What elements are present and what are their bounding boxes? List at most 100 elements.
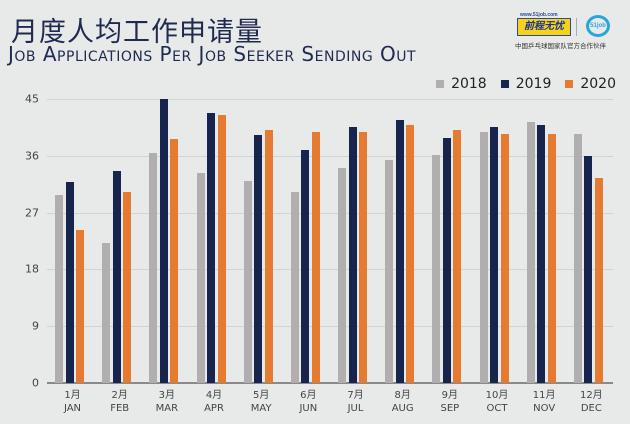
month-cn: 9月 <box>441 390 459 401</box>
bar-2019 <box>395 119 404 383</box>
bar-2020 <box>453 129 462 383</box>
bar-group <box>432 99 466 383</box>
month-cn: 12月 <box>579 390 603 401</box>
bar-group <box>149 99 183 383</box>
bar-2018 <box>573 134 582 383</box>
x-tick-label: 6月 JUN <box>285 389 332 415</box>
month-en: AUG <box>391 403 414 414</box>
legend-item-2019: 2019 <box>500 76 552 92</box>
gridline <box>47 99 613 100</box>
bar-2018 <box>149 152 158 383</box>
legend-label: 2019 <box>515 76 552 92</box>
y-tick-label: 45 <box>25 92 39 106</box>
month-en: FEB <box>110 403 130 414</box>
x-tick-label: 5月 MAY <box>238 389 285 415</box>
bar-2020 <box>500 134 509 383</box>
legend-item-2020: 2020 <box>565 76 616 92</box>
bar-group <box>55 99 89 383</box>
bar-2018 <box>385 160 394 383</box>
bar-2019 <box>490 127 498 383</box>
month-cn: 10月 <box>485 390 509 401</box>
month-cn: 5月 <box>252 390 270 401</box>
month-cn: 1月 <box>64 390 81 401</box>
x-tick-label: 1月 JAN <box>49 389 96 415</box>
bar-2020 <box>547 134 556 383</box>
bar-2018 <box>290 191 299 383</box>
bar-group <box>243 99 278 383</box>
chart-title-chinese: 月度人均工作申请量 <box>11 17 263 48</box>
bar-2018 <box>243 181 252 383</box>
bar-2020 <box>123 192 132 383</box>
chart-title-english: Job Applications Per Job Seeker Sending … <box>8 42 417 66</box>
legend-swatch-2020 <box>565 80 574 88</box>
bar-2020 <box>170 139 179 383</box>
month-en: MAY <box>250 403 272 414</box>
bar-2018 <box>55 194 63 383</box>
bar-group <box>102 99 136 383</box>
gridline <box>47 269 613 271</box>
bar-2019 <box>442 137 451 383</box>
bar-2020 <box>76 229 84 383</box>
bar-2020 <box>406 124 415 383</box>
bar-2019 <box>159 99 168 383</box>
y-tick-label: 18 <box>25 262 39 276</box>
bar-group <box>338 99 372 383</box>
month-cn: 3月 <box>158 390 176 401</box>
bar-2018 <box>526 122 535 383</box>
bar-2018 <box>102 242 111 383</box>
month-cn: 8月 <box>394 390 411 401</box>
month-en: JAN <box>63 403 82 414</box>
gridline <box>47 155 613 157</box>
month-cn: 11月 <box>532 390 556 401</box>
month-en: DEC <box>580 403 602 414</box>
bar-2020 <box>264 129 273 383</box>
x-tick-label: 3月 MAR <box>143 389 190 415</box>
bar-2018 <box>338 167 346 383</box>
x-tick-label: 9月 SEP <box>426 389 473 415</box>
bar-2019 <box>254 134 263 383</box>
bar-2020 <box>311 131 320 383</box>
y-tick-label: 9 <box>32 319 39 333</box>
x-tick-label: 2月 FEB <box>96 389 143 415</box>
month-cn: 2月 <box>111 390 128 401</box>
y-tick-label: 36 <box>25 149 39 163</box>
bar-group <box>196 99 231 383</box>
legend-swatch-2018 <box>436 80 445 88</box>
bar-2019 <box>537 124 546 383</box>
bar-group <box>385 99 419 383</box>
month-cn: 6月 <box>300 390 317 401</box>
month-en: JUL <box>347 403 364 414</box>
logo-subtitle: 中国乒乓球国家队官方合作伙伴 <box>515 42 606 50</box>
x-axis-line <box>47 382 613 384</box>
bar-group <box>290 99 325 383</box>
x-tick-label: 11月 NOV <box>521 389 568 415</box>
x-tick-label: 12月 DEC <box>568 389 615 415</box>
bar-group <box>479 99 514 383</box>
chart-legend: 2018 2019 2020 <box>436 76 616 92</box>
bar-group <box>526 99 561 383</box>
legend-label: 2020 <box>580 76 616 92</box>
legend-label: 2018 <box>451 76 487 92</box>
ping-pong-badge-icon: 51job <box>586 15 610 37</box>
bar-2019 <box>584 155 593 383</box>
bar-2020 <box>594 177 603 383</box>
bar-2019 <box>112 170 121 383</box>
bar-2020 <box>359 131 367 383</box>
bar-2018 <box>432 154 441 383</box>
bar-group <box>573 99 608 383</box>
month-en: OCT <box>486 403 508 414</box>
x-tick-label: 8月 AUG <box>379 389 426 415</box>
month-en: SEP <box>440 403 460 414</box>
logo-url-text: www.51job.com <box>520 12 558 18</box>
gridline <box>47 326 613 328</box>
month-cn: 4月 <box>205 390 223 401</box>
logo-divider <box>576 18 577 36</box>
x-tick-label: 7月 JUL <box>332 389 379 415</box>
x-tick-label: 4月 APR <box>191 389 238 415</box>
month-cn: 7月 <box>347 390 364 401</box>
bar-2019 <box>65 182 74 383</box>
bar-2018 <box>479 131 488 383</box>
legend-item-2018: 2018 <box>436 76 487 92</box>
bar-2019 <box>207 112 215 383</box>
month-en: NOV <box>533 403 556 414</box>
